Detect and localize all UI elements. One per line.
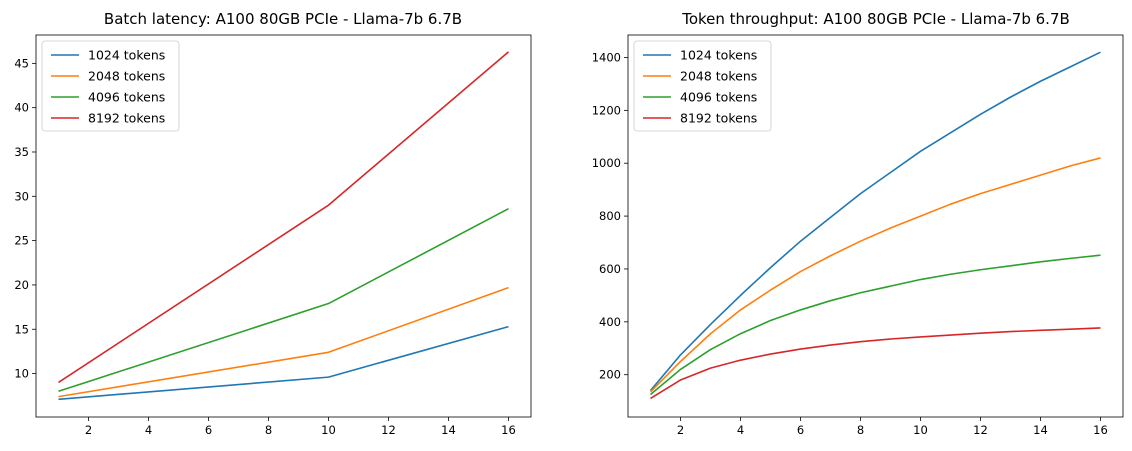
series-line-1	[58, 325, 509, 401]
legend: 1024 tokens 2048 tokens 4096 tokens 8192 to…	[633, 40, 772, 132]
legend-label: 1024 tokens	[680, 48, 757, 63]
throughput-chart: Token throughput: A100 80GB PCIe - Llama…	[592, 10, 1124, 437]
x-tick-label: 8	[265, 423, 272, 437]
x-tick-label: 12	[381, 423, 396, 437]
x-tick-label: 2	[677, 423, 684, 437]
y-tick-label: 10	[14, 367, 29, 381]
plot-frame	[35, 34, 532, 418]
x-tick-label: 6	[205, 423, 212, 437]
x-tick-label: 8	[857, 423, 864, 437]
legend: 1024 tokens 2048 tokens 4096 tokens 8192 to…	[41, 40, 180, 132]
series-line-4	[650, 327, 1101, 400]
series-line-2	[58, 286, 509, 398]
y-tick-label: 1200	[592, 103, 621, 117]
x-tick-label: 14	[1033, 423, 1048, 437]
y-tick-label: 400	[599, 315, 621, 329]
x-tick-label: 2	[85, 423, 92, 437]
legend-box	[633, 40, 772, 132]
x-tick-label: 10	[321, 423, 336, 437]
series-line-1	[649, 51, 1101, 392]
x-tick-label: 6	[797, 423, 804, 437]
y-tick-label: 45	[14, 56, 29, 70]
legend-label: 2048 tokens	[680, 69, 757, 84]
x-tick-label: 16	[501, 423, 516, 437]
x-tick-label: 16	[1093, 423, 1108, 437]
y-tick-label: 25	[14, 234, 29, 248]
y-tick-label: 40	[14, 101, 29, 115]
y-tick-label: 30	[14, 189, 29, 203]
chart-title: Batch latency: A100 80GB PCIe - Llama-7b…	[104, 10, 462, 28]
legend-label: 8192 tokens	[88, 111, 165, 126]
y-tick-label: 35	[14, 145, 29, 159]
legend-label: 2048 tokens	[88, 69, 165, 84]
x-tick-label: 10	[913, 423, 928, 437]
plot-frame	[627, 34, 1124, 418]
x-tick-label: 4	[145, 423, 152, 437]
chart-title: Token throughput: A100 80GB PCIe - Llama…	[681, 10, 1070, 28]
y-tick-label: 1400	[592, 50, 621, 64]
series-line-3	[58, 208, 509, 393]
series-line-4	[58, 51, 510, 384]
legend-label: 4096 tokens	[680, 90, 757, 105]
legend-label: 4096 tokens	[88, 90, 165, 105]
y-tick-label: 200	[599, 368, 621, 382]
x-tick-label: 4	[737, 423, 744, 437]
x-tick-label: 14	[441, 423, 456, 437]
x-tick-label: 12	[973, 423, 988, 437]
y-tick-label: 1000	[592, 156, 621, 170]
y-tick-label: 800	[599, 209, 621, 223]
legend-label: 1024 tokens	[88, 48, 165, 63]
legend-label: 8192 tokens	[680, 111, 757, 126]
y-tick-label: 20	[14, 278, 29, 292]
latency-chart: Batch latency: A100 80GB PCIe - Llama-7b…	[14, 10, 532, 437]
y-tick-label: 600	[599, 262, 621, 276]
series-line-2	[649, 157, 1101, 393]
series-line-3	[649, 254, 1101, 396]
y-tick-label: 15	[14, 322, 29, 336]
legend-box	[41, 40, 180, 132]
